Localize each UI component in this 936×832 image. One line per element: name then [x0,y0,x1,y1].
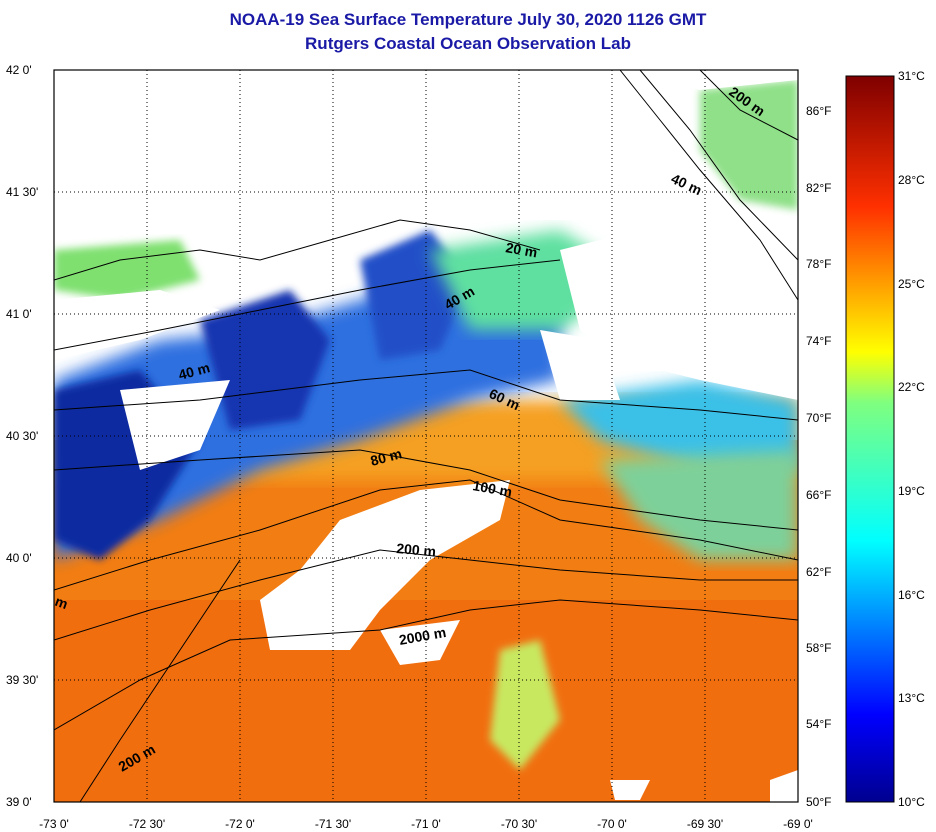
lon-label: -72 0' [225,817,255,831]
c-label: 22°C [898,380,925,394]
lon-label: -71 0' [411,817,441,831]
depth-label-200m-mid: 200 m [396,540,437,559]
lat-label: 40 0' [6,551,32,565]
lon-label: -69 30' [687,817,723,831]
f-label: 70°F [806,411,831,425]
depth-contours [54,70,798,802]
f-label: 66°F [806,488,831,502]
c-label: 13°C [898,691,925,705]
c-label: 16°C [898,588,925,602]
f-label: 62°F [806,565,831,579]
c-label: 19°C [898,484,925,498]
lon-label: -73 0' [39,817,69,831]
sst-field [54,70,798,802]
f-label: 82°F [806,181,831,195]
c-label: 25°C [898,277,925,291]
celsius-labels: 31°C 28°C 25°C 22°C 19°C 16°C 13°C 10°C [898,69,925,809]
depth-label-80m: 80 m [369,445,404,469]
temperature-colorbar [845,75,895,803]
depth-label-100m: 100 m [471,477,513,500]
lon-label: -71 30' [315,817,351,831]
fahrenheit-labels: 86°F 82°F 78°F 74°F 70°F 66°F 62°F 58°F … [806,104,831,809]
f-label: 78°F [806,257,831,271]
lon-label: -72 30' [129,817,165,831]
depth-label-m-edge: m [53,593,70,612]
lat-label: 39 0' [6,795,32,809]
f-label: 50°F [806,795,831,809]
lat-label: 41 0' [6,307,32,321]
c-label: 28°C [898,173,925,187]
f-label: 86°F [806,104,831,118]
map-title: NOAA-19 Sea Surface Temperature July 30,… [229,10,707,29]
map-subtitle: Rutgers Coastal Ocean Observation Lab [305,34,631,53]
lon-label: -69 0' [783,817,813,831]
c-label: 10°C [898,795,925,809]
f-label: 74°F [806,334,831,348]
lat-label: 39 30' [6,673,38,687]
lat-label: 42 0' [6,63,32,77]
f-label: 58°F [806,641,831,655]
lat-label: 41 30' [6,185,38,199]
lat-label: 40 30' [6,429,38,443]
f-label: 54°F [806,717,831,731]
graticule [54,70,798,802]
depth-label-20m: 20 m [504,239,538,260]
longitude-labels: -73 0' -72 30' -72 0' -71 30' -71 0' -70… [39,817,813,831]
lon-label: -70 30' [501,817,537,831]
depth-label-40m-w: 40 m [177,359,212,383]
c-label: 31°C [898,69,925,83]
lon-label: -70 0' [597,817,627,831]
latitude-labels: 42 0' 41 30' 41 0' 40 30' 40 0' 39 30' 3… [6,63,38,809]
